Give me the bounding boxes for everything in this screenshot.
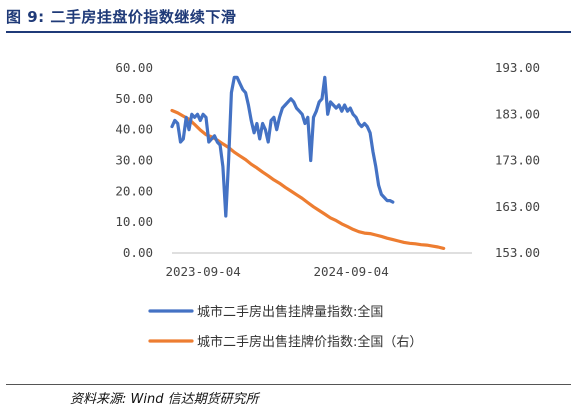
left-tick-label: 30.00 xyxy=(115,153,153,168)
legend-label: 城市二手房出售挂牌量指数:全国 xyxy=(197,304,383,320)
line-chart: 0.00 10.00 20.00 30.00 40.00 50.00 60.00 153.0… xyxy=(115,60,540,350)
left-tick-label: 60.00 xyxy=(115,60,153,75)
source-divider xyxy=(6,384,571,385)
left-tick-label: 0.00 xyxy=(123,245,153,260)
x-tick-label: 2023-09-04 xyxy=(165,264,240,279)
left-tick-label: 50.00 xyxy=(115,91,153,106)
figure-title: 图 9: 二手房挂盘价指数继续下滑 xyxy=(6,8,237,26)
source-note: 资料来源: Wind 信达期货研究所 xyxy=(70,392,259,407)
x-tick-label: 2024-09-04 xyxy=(313,264,388,279)
left-y-axis: 0.00 10.00 20.00 30.00 40.00 50.00 60.00 xyxy=(115,60,153,260)
right-tick-label: 153.00 xyxy=(495,245,540,260)
title-divider xyxy=(6,31,571,33)
right-tick-label: 183.00 xyxy=(495,106,540,121)
right-tick-label: 163.00 xyxy=(495,199,540,214)
right-y-axis: 153.00 163.00 173.00 183.00 193.00 xyxy=(495,60,540,260)
left-tick-label: 20.00 xyxy=(115,183,153,198)
right-tick-label: 193.00 xyxy=(495,60,540,75)
legend-label: 城市二手房出售挂牌价指数:全国（右） xyxy=(197,334,422,350)
right-tick-label: 173.00 xyxy=(495,153,540,168)
left-tick-label: 10.00 xyxy=(115,214,153,229)
series-layer xyxy=(170,75,446,250)
series-line-listing-volume xyxy=(170,75,395,218)
x-axis: 2023-09-04 2024-09-04 xyxy=(165,264,388,279)
left-tick-label: 40.00 xyxy=(115,122,153,137)
